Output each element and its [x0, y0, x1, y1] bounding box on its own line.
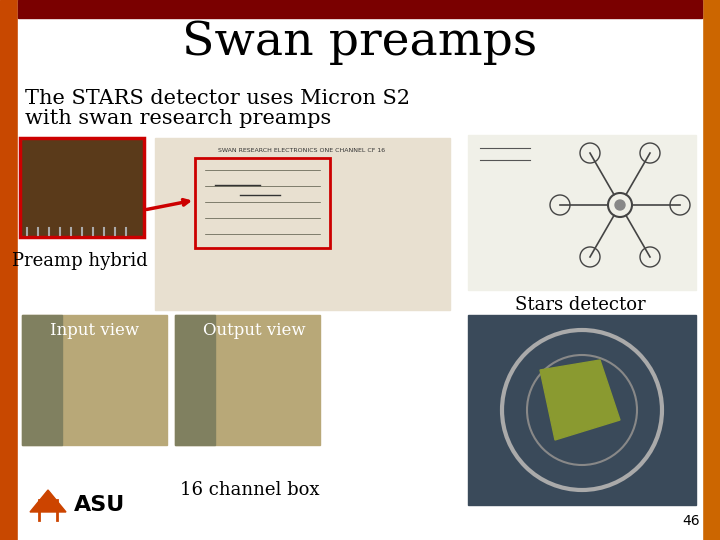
Text: The STARS detector uses Micron S2: The STARS detector uses Micron S2	[25, 89, 410, 107]
Text: Input view: Input view	[50, 322, 139, 339]
Bar	[155, 138, 450, 310]
Bar	[175, 315, 215, 445]
Bar	[18, 0, 702, 18]
Bar	[22, 315, 62, 445]
Circle shape	[615, 200, 625, 210]
Bar	[22, 315, 167, 445]
Text: with swan research preamps: with swan research preamps	[25, 109, 331, 127]
Polygon shape	[30, 490, 66, 512]
Bar	[702, 0, 720, 540]
Text: SWAN RESEARCH ELECTRONICS ONE CHANNEL CF 16: SWAN RESEARCH ELECTRONICS ONE CHANNEL CF…	[218, 148, 386, 153]
Bar	[22, 140, 142, 235]
Polygon shape	[540, 360, 620, 440]
Bar	[468, 135, 696, 290]
Text: Swan preamps: Swan preamps	[182, 19, 538, 65]
Text: Stars detector: Stars detector	[515, 296, 645, 314]
Bar	[0, 0, 18, 540]
Text: 16 channel box: 16 channel box	[180, 481, 320, 499]
Bar	[20, 138, 144, 237]
Bar	[468, 315, 696, 505]
Text: Preamp hybrid: Preamp hybrid	[12, 252, 148, 270]
Text: 46: 46	[683, 514, 700, 528]
Bar	[175, 315, 320, 445]
Text: ASU: ASU	[74, 495, 125, 515]
Bar	[195, 158, 330, 248]
Text: Output view: Output view	[203, 322, 305, 339]
